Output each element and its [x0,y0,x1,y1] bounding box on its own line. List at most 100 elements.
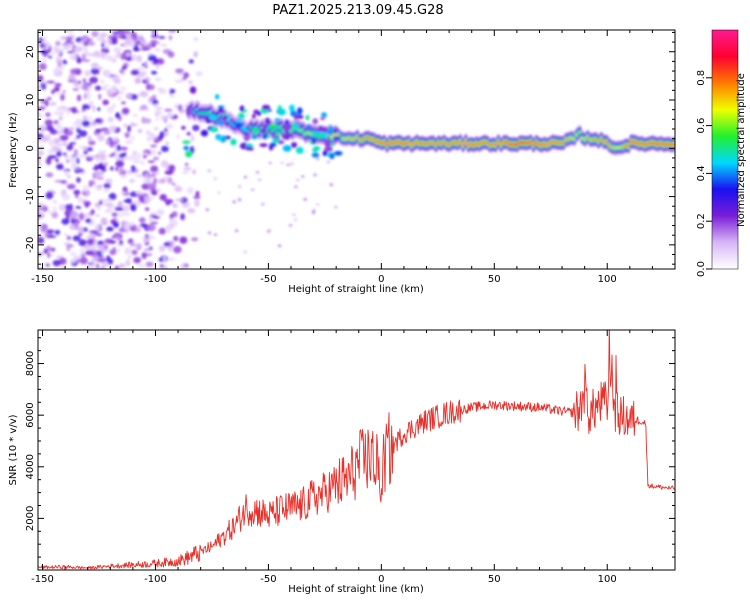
noise-blob [69,224,76,231]
noise-blob [49,128,58,135]
noise-blob [54,229,61,235]
noise-blob [161,43,167,48]
noise-blob [173,235,179,242]
noise-blob [329,183,333,186]
noise-blob [138,217,146,223]
ridge-cell [317,133,323,139]
noise-blob [102,69,111,77]
noise-blob [155,63,160,70]
noise-blob [159,194,167,201]
ridge-cell [261,104,271,110]
noise-blob [103,130,111,135]
noise-blob [55,123,63,130]
noise-blob [116,95,122,101]
noise-blob [172,203,178,209]
noise-blob [59,134,69,142]
spectrogram-x-tick-label: 50 [488,274,501,285]
noise-blob [56,47,62,56]
noise-blob [125,139,133,145]
noise-blob [64,232,68,237]
noise-blob [91,245,98,249]
snr-y-tick-label: 6000 [25,402,36,427]
ridge-cell [250,134,259,140]
spectrogram-frame [37,29,676,270]
noise-blob [104,178,113,182]
ridge-cell [214,94,220,100]
noise-blob [133,44,139,52]
noise-blob [267,229,271,232]
noise-blob [156,209,165,216]
noise-blob [115,248,120,253]
noise-blob [158,151,162,155]
noise-blob [101,168,107,172]
noise-blob [326,160,331,164]
noise-blob [116,144,121,152]
noise-blob [81,53,86,62]
noise-blob [213,233,218,236]
noise-blob [118,227,126,233]
noise-blob [96,36,105,41]
noise-blob [103,188,110,193]
noise-blob [150,135,158,140]
noise-blob [50,51,55,55]
ridge-cell [200,129,209,137]
noise-blob [90,209,95,215]
noise-blob [130,69,140,76]
noise-blob [54,82,62,88]
noise-blob [119,86,127,91]
noise-blob [73,148,79,157]
noise-blob [86,264,96,269]
noise-blob [38,237,45,244]
noise-blob [130,121,135,128]
noise-blob [234,229,239,232]
noise-blob [45,157,52,165]
noise-blob [155,118,160,121]
snr-frame [37,329,676,571]
noise-blob [147,160,155,163]
noise-blob [162,255,167,262]
noise-blob [88,140,96,146]
noise-blob [147,173,153,179]
noise-blob [156,106,163,110]
noise-blob [195,190,200,198]
ridge-cell [257,111,262,116]
noise-blob [142,236,148,244]
noise-blob [153,178,158,185]
noise-blob [89,76,98,84]
ridge-cell [284,133,291,140]
ridge-cell [222,115,229,120]
noise-blob [44,134,52,140]
noise-blob [138,174,143,178]
noise-blob [101,42,105,48]
noise-blob [133,152,142,160]
noise-blob [56,151,62,157]
ridge-cell [290,142,298,148]
noise-blob [72,235,81,242]
spectrogram-x-tick-label: 100 [598,274,617,285]
noise-blob [121,204,128,213]
noise-blob [53,86,60,92]
noise-blob [38,138,43,143]
noise-blob [115,112,121,117]
ridge-cell [237,115,246,120]
noise-blob [101,162,109,166]
noise-blob [102,262,109,267]
noise-blob [110,219,117,225]
noise-blob [137,264,147,268]
ridge-cell [311,131,318,136]
noise-blob [243,175,248,179]
noise-blob [102,202,112,206]
noise-blob [52,259,61,267]
noise-blob [74,86,83,90]
noise-blob [81,120,91,127]
noise-blob [114,265,120,269]
noise-blob [255,171,260,174]
ridge-cell [185,150,193,158]
noise-blob [82,191,86,195]
noise-blob [76,168,85,173]
noise-blob [63,242,72,246]
noise-blob [148,234,153,241]
noise-blob [95,233,103,236]
noise-blob [150,189,158,196]
snr-x-axis-label: Height of straight line (km) [288,584,424,595]
